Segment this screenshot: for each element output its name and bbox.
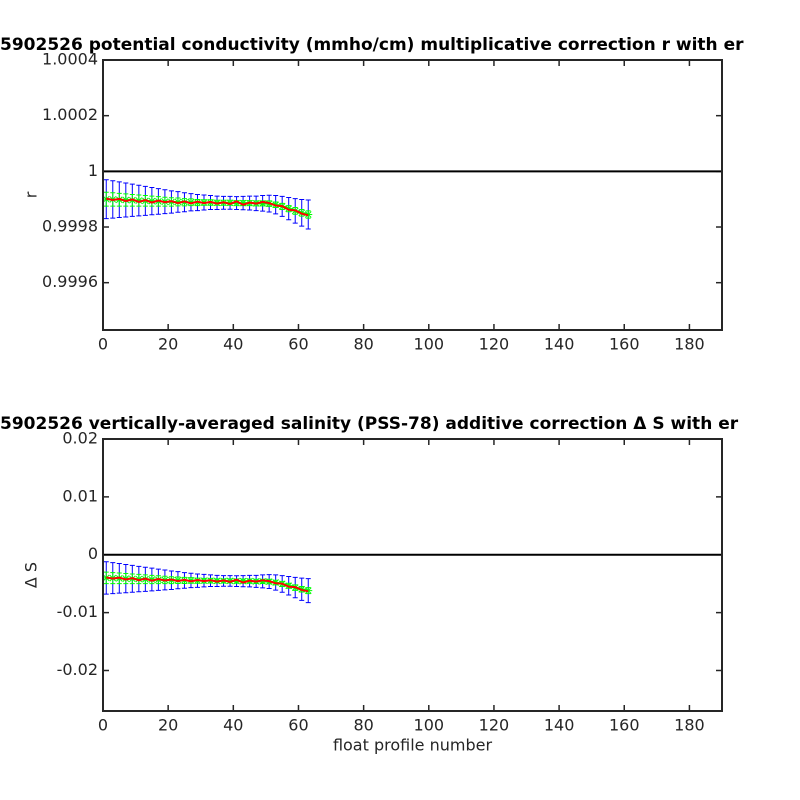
y-tick-label: -0.02	[57, 660, 98, 679]
y-axis-label: r	[22, 191, 41, 198]
x-tick-label: 120	[479, 716, 510, 735]
series-line	[106, 576, 309, 593]
y-tick-label: 0.01	[62, 486, 98, 505]
x-tick-label: 40	[223, 716, 243, 735]
plot-frame	[102, 438, 723, 712]
x-axis-label: float profile number	[333, 736, 493, 755]
y-tick-label: 0.9996	[42, 272, 98, 291]
x-tick-label: 20	[158, 716, 178, 735]
x-tick-label: 100	[414, 335, 445, 354]
x-tick-label: 80	[353, 716, 373, 735]
x-tick-label: 80	[353, 335, 373, 354]
chart-title: 5902526 potential conductivity (mmho/cm)…	[0, 35, 744, 55]
x-tick-label: 40	[223, 335, 243, 354]
y-tick-label: 0.02	[62, 429, 98, 448]
x-tick-label: 60	[288, 716, 308, 735]
y-tick-label: 0	[88, 544, 98, 563]
y-axis-label: Δ S	[22, 562, 41, 588]
x-tick-label: 0	[98, 716, 108, 735]
x-tick-label: 160	[609, 716, 640, 735]
x-tick-label: 180	[674, 335, 705, 354]
chart-title: 5902526 vertically-averaged salinity (PS…	[0, 414, 739, 434]
x-tick-label: 180	[674, 716, 705, 735]
x-tick-label: 100	[414, 716, 445, 735]
x-tick-label: 0	[98, 335, 108, 354]
y-tick-label: 0.9998	[42, 217, 98, 236]
x-tick-label: 160	[609, 335, 640, 354]
plot-frame	[102, 59, 723, 331]
y-tick-label: 1.0002	[42, 105, 98, 124]
y-tick-label: 1	[88, 161, 98, 180]
x-tick-label: 20	[158, 335, 178, 354]
y-tick-label: -0.01	[57, 602, 98, 621]
x-tick-label: 140	[544, 716, 575, 735]
x-tick-label: 60	[288, 335, 308, 354]
y-tick-label: 1.0004	[42, 50, 98, 69]
x-tick-label: 120	[479, 335, 510, 354]
series-line	[106, 197, 309, 217]
x-tick-label: 140	[544, 335, 575, 354]
